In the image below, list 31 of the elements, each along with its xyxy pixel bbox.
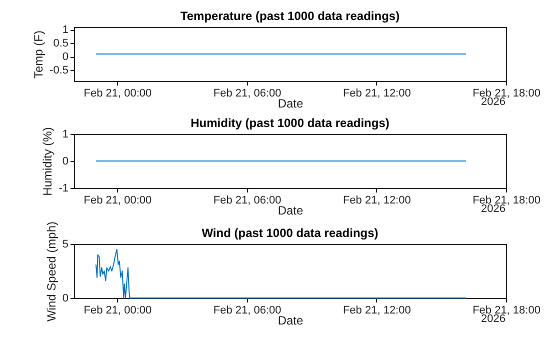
x-axis-title: Date [278,204,304,218]
y-axis-title: Temp (F) [32,30,46,78]
y-tick-label: 0.5 [53,38,68,50]
x-axis-title: Date [278,96,304,110]
y-tick-label: 0 [62,292,68,304]
x-tick-label: Feb 21, 00:00 [84,304,152,316]
y-tick-label: 0 [62,51,68,64]
x-tick-label: Feb 21, 00:00 [84,88,152,100]
y-tick-label: 0 [62,156,68,168]
x-tick-label: Feb 21, 00:00 [84,194,152,206]
text: 2026 [481,96,506,108]
chart-title: Wind (past 1000 data readings) [202,226,378,240]
chart-title: Humidity (past 1000 data readings) [190,116,390,130]
y-axis-title: Wind Speed (mph) [44,221,58,322]
y-tick-label: -0.5 [50,64,68,77]
line-series [95,248,467,298]
text: 2026 [481,203,506,215]
y-tick-label: 1 [62,128,68,140]
x-axis-title: Date [278,314,304,328]
y-tick-label: 5 [62,238,68,250]
x-tick-label: Feb 21, 06:00 [213,194,282,206]
x-tick-label: Feb 21, 12:00 [342,88,411,100]
y-axis-title: Humidity (%) [40,127,55,196]
chart-title: Temperature (past 1000 data readings) [180,9,400,23]
x-tick-label: Feb 21, 06:00 [213,304,282,316]
y-tick-label: 1 [62,24,68,36]
x-tick-label: Feb 21, 06:00 [213,88,282,100]
text: 2026 [481,313,506,325]
x-tick-label: Feb 21, 12:00 [342,194,411,206]
y-tick-label: -1 [58,182,68,194]
x-tick-label: Feb 21, 12:00 [342,304,411,316]
